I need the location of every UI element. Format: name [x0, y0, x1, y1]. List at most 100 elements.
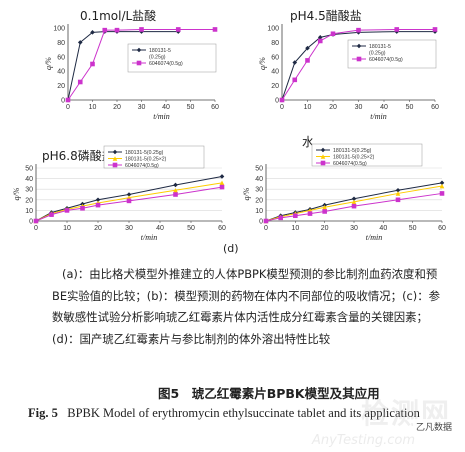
chart-phosphate: pH6.8磷酸盐 0 10 20 30 40 50 0 10 20 30 40 50 60 q/% t/min… [12, 145, 226, 242]
data-point [317, 38, 323, 44]
legend-marker [320, 160, 326, 166]
x-tick-label: 0 [66, 104, 70, 111]
x-tick-label: 10 [89, 104, 97, 111]
series-line [35, 186, 223, 222]
data-point [322, 209, 327, 214]
y-tick-label: 20 [271, 83, 279, 90]
x-tick-label: 20 [94, 225, 102, 232]
x-tick-label: 60 [431, 104, 439, 111]
x-tick-label: 0 [280, 104, 284, 111]
data-point [330, 31, 336, 37]
legend-sublabel: (0.25g) [149, 55, 166, 61]
data-point [395, 197, 401, 203]
data-point [173, 187, 178, 193]
data-point [219, 180, 225, 186]
data-point [80, 205, 85, 211]
x-tick-label: 40 [162, 104, 170, 111]
data-point [212, 27, 218, 32]
data-point [90, 61, 95, 67]
series-line [265, 185, 443, 222]
x-tick-label: 0 [34, 225, 38, 232]
data-point [292, 77, 298, 83]
legend-label: 6046074(0.5g) [333, 161, 367, 167]
y-tick-label: 0 [275, 98, 279, 105]
series-line [67, 28, 215, 101]
y-tick-label: 20 [57, 83, 65, 90]
legend-label: 6046074(0.5g) [369, 57, 403, 63]
x-tick-label: 30 [125, 225, 133, 232]
legend-box [347, 39, 437, 69]
data-point [278, 215, 283, 221]
data-point [292, 60, 298, 65]
data-point [173, 192, 178, 197]
data-point [439, 191, 445, 196]
x-tick-label: 50 [409, 225, 417, 232]
data-point [351, 199, 357, 205]
legend-marker [112, 156, 118, 161]
data-point [219, 174, 225, 179]
x-tick-label: 40 [379, 225, 387, 232]
y-axis-label: q/% [242, 187, 251, 200]
y-tick-label: 30 [25, 187, 33, 194]
data-point [49, 212, 54, 217]
y-tick-label: 0 [29, 219, 33, 226]
data-point [293, 213, 298, 218]
y-tick-label: 40 [25, 176, 33, 183]
chart-panel-0: 0.1mol/L盐酸 0 20 40 60 80 100 0 10 20 30 40 50 60 q/% t/… [0, 0, 230, 130]
y-tick-label: 100 [53, 26, 65, 33]
data-point [432, 27, 438, 32]
y-tick-label: 50 [25, 166, 33, 173]
y-tick-label: 40 [255, 176, 263, 183]
data-point [126, 198, 132, 204]
data-point [90, 30, 95, 35]
y-tick-label: 100 [267, 26, 279, 33]
x-axis-label: t/min [366, 233, 382, 242]
chart-panel-3: 水 0 10 20 30 40 50 0 10 20 30 40 50 60 q/% t/min 180131-… [230, 130, 460, 250]
watermark-url: AnyTesting.com [311, 433, 415, 448]
x-tick-label: 10 [304, 104, 312, 111]
legend-marker [320, 147, 326, 153]
series-line [35, 182, 223, 222]
legend-box [127, 43, 217, 73]
figure-en-label: Fig. 5 [28, 406, 58, 420]
figure-title-en: Fig. 5 BPBK Model of erythromycin ethyls… [28, 405, 428, 422]
chart-panel-2: pH6.8磷酸盐 0 10 20 30 40 50 0 10 20 30 40 50 60 q/% t/min… [0, 130, 230, 250]
x-tick-label: 50 [406, 104, 414, 111]
chart-hcl: 0.1mol/L盐酸 0 20 40 60 80 100 0 10 20 30 40 50 60 q/% t/… [44, 8, 219, 121]
legend-marker [136, 47, 142, 53]
legend-marker [356, 43, 362, 49]
data-point [64, 208, 70, 213]
legend-label: 6046074(0.5g) [149, 61, 183, 67]
legend-box [311, 143, 423, 167]
x-tick-label: 10 [63, 225, 71, 232]
figure-caption: (a)：由比格犬模型外推建立的人体PBPK模型预测的参比制剂血药浓度和预BE实验… [52, 267, 441, 346]
data-point [126, 192, 132, 197]
data-point [175, 27, 181, 32]
x-axis-label: t/min [153, 112, 169, 121]
legend-label: 6046074(0.5g) [125, 163, 159, 169]
y-tick-label: 10 [25, 208, 33, 215]
y-axis-label: q/% [12, 187, 21, 200]
brand-badge: 乙凡数据 [412, 419, 455, 434]
data-point [305, 45, 310, 51]
data-point [439, 180, 445, 186]
panel-label-d: (d) [223, 242, 239, 255]
y-tick-label: 30 [255, 187, 263, 194]
legend-sublabel: (0.25g) [369, 51, 386, 57]
x-tick-label: 60 [438, 225, 446, 232]
y-tick-label: 50 [255, 166, 263, 173]
data-point [65, 97, 71, 103]
data-point [279, 97, 285, 103]
data-point [439, 183, 445, 189]
y-tick-label: 10 [255, 208, 263, 215]
figure-en-text: BPBK Model of erythromycin ethylsuccinat… [67, 406, 420, 420]
legend-label: 180131-5(0.25×2) [125, 157, 167, 163]
data-point [263, 218, 269, 224]
data-point [77, 40, 83, 45]
data-point [395, 191, 401, 196]
y-tick-label: 0 [61, 98, 65, 105]
x-tick-label: 20 [329, 104, 337, 111]
data-point [305, 58, 310, 63]
x-tick-label: 10 [291, 225, 299, 232]
chart-title: pH6.8磷酸盐 [42, 148, 114, 163]
